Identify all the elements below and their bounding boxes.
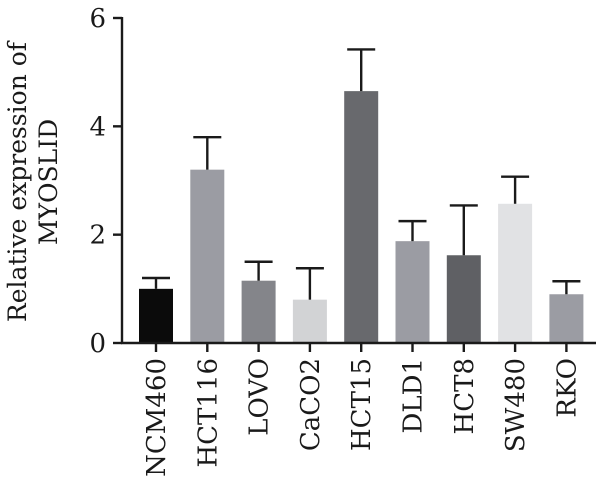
error-bar-lovo (244, 260, 273, 281)
error-bar-sw480 (501, 175, 530, 204)
x-tick-label-lovo: LOVO (245, 358, 275, 436)
bar-hct8 (446, 255, 481, 343)
bar-lovo (241, 280, 276, 343)
bar-rko (549, 294, 584, 343)
y-axis-title: Relative expression of MYOSLID (3, 40, 63, 322)
error-bar-rko (552, 280, 581, 295)
bar-hct15 (344, 91, 379, 343)
x-tick-label-hct8: HCT8 (450, 358, 480, 434)
bar-ncm460 (139, 288, 173, 343)
x-tick-label-sw480: SW480 (501, 358, 531, 452)
error-bar-hct8 (449, 204, 478, 256)
error-bars-group (142, 48, 581, 300)
error-bar-hct15 (347, 48, 376, 92)
error-bar-dld1 (398, 219, 427, 242)
y-axis-title-line-2: MYOSLID (34, 119, 63, 245)
y-tick-label: 4 (89, 112, 106, 142)
bar-hct116 (190, 169, 225, 343)
y-axis-title-line-1: Relative expression of (3, 40, 32, 322)
bars-group (139, 91, 584, 343)
x-tick-label-rko: RKO (552, 358, 582, 418)
error-bar-hct116 (193, 135, 222, 170)
x-tick-label-ncm460: NCM460 (142, 358, 172, 477)
bar-dld1 (395, 241, 430, 343)
x-axis: NCM460 HCT116 LOVO CaCO2 HCT15 DLD1 HCT8 SW480 R… (121, 341, 596, 477)
x-tick-label-dld1: DLD1 (399, 358, 429, 434)
x-tick-label-caco2: CaCO2 (296, 358, 326, 451)
bar-caco2 (292, 299, 327, 343)
error-bar-caco2 (295, 267, 324, 300)
y-tick-label: 6 (89, 4, 106, 34)
y-axis: 0 2 4 6 (89, 4, 124, 359)
bar-sw480 (498, 203, 533, 343)
y-tick-label: 0 (89, 329, 106, 359)
error-bar-ncm460 (142, 276, 170, 289)
x-tick-label-hct15: HCT15 (347, 358, 377, 451)
y-tick-label: 2 (89, 221, 106, 251)
x-tick-label-hct116: HCT116 (193, 358, 223, 468)
